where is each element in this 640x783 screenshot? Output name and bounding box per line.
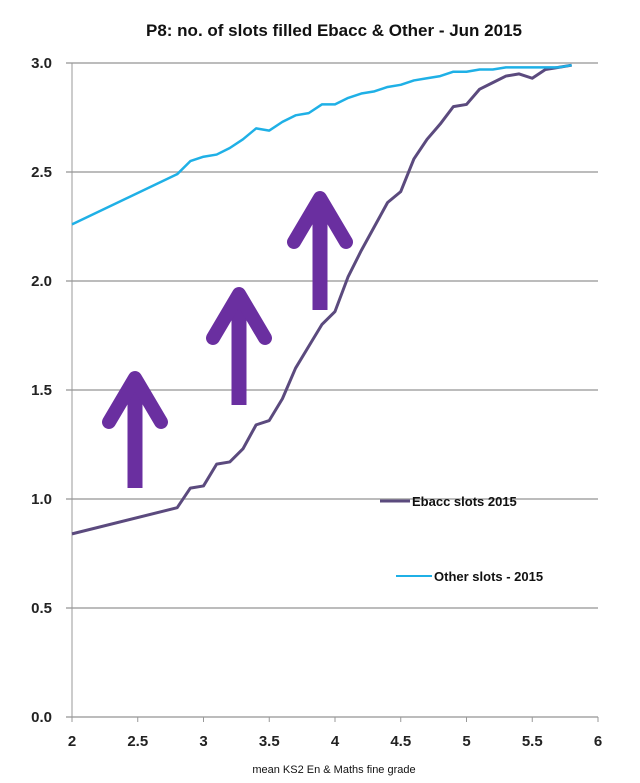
- x-tick-label: 3: [199, 733, 207, 750]
- y-tick-label: 0.5: [31, 600, 52, 617]
- x-tick-label: 5.5: [522, 733, 543, 750]
- x-tick-label: 5: [462, 733, 470, 750]
- series-lines: [71, 63, 572, 536]
- legend-label-other: Other slots - 2015: [434, 569, 543, 584]
- up-arrow-icon: [206, 287, 272, 405]
- legend: Ebacc slots 2015 Other slots - 2015: [380, 494, 543, 584]
- y-tick-labels: 0.0 0.5 1.0 1.5 2.0 2.5 3.0: [31, 55, 52, 726]
- legend-label-ebacc: Ebacc slots 2015: [412, 494, 517, 509]
- y-tick-label: 2.5: [31, 164, 52, 181]
- y-tick-label: 1.0: [31, 491, 52, 508]
- y-tick-label: 3.0: [31, 55, 52, 72]
- y-tick-label: 2.0: [31, 273, 52, 290]
- up-arrow-icon: [102, 371, 168, 488]
- x-tick-label: 6: [594, 733, 602, 750]
- x-tick-labels: 2 2.5 3 3.5 4 4.5 5 5.5 6: [68, 733, 602, 750]
- y-tick-label: 1.5: [31, 382, 52, 399]
- x-tick-label: 2: [68, 733, 76, 750]
- x-tick-label: 4: [331, 733, 340, 750]
- y-tick-label: 0.0: [31, 709, 52, 726]
- x-tick-label: 2.5: [127, 733, 148, 750]
- chart-title: P8: no. of slots filled Ebacc & Other - …: [146, 21, 522, 40]
- annotation-arrows: [102, 191, 353, 488]
- x-tick-label: 3.5: [259, 733, 280, 750]
- series-line-ebacc: [71, 63, 572, 536]
- x-axis-label: mean KS2 En & Maths fine grade: [252, 764, 415, 776]
- up-arrow-icon: [287, 191, 353, 310]
- series-line-other: [71, 63, 572, 226]
- x-tick-label: 4.5: [390, 733, 411, 750]
- gridlines: [66, 62, 599, 722]
